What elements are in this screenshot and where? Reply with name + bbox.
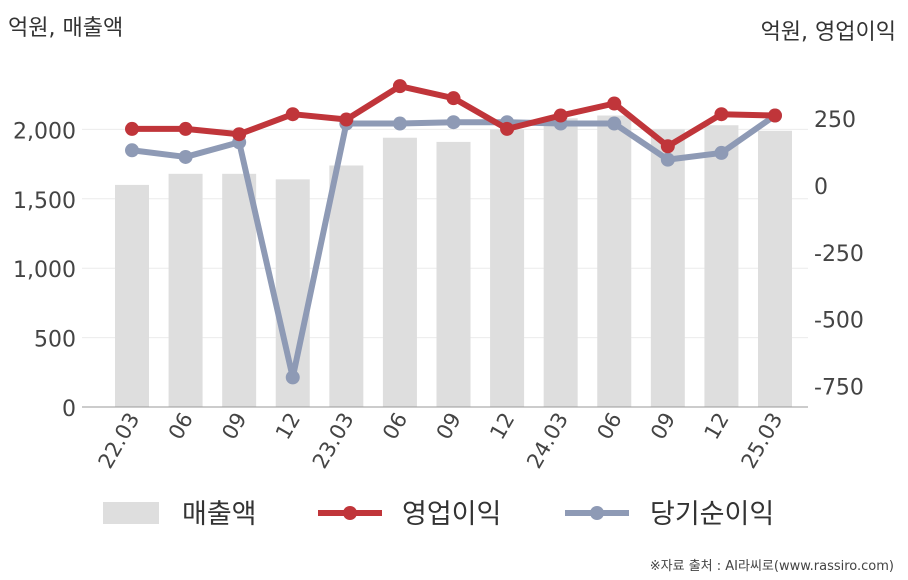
operating-profit-point-7 xyxy=(500,121,515,136)
x-tick-label-11: 12 xyxy=(700,409,734,444)
x-tick-label-3: 12 xyxy=(271,409,305,444)
bar-24.03-8 xyxy=(543,118,578,408)
x-tick-label-6: 09 xyxy=(432,409,466,444)
bar-06-9 xyxy=(597,115,632,408)
operating-profit-point-4 xyxy=(339,112,354,127)
right-tick-label-0: 250 xyxy=(814,108,856,133)
bar-22.03-0 xyxy=(115,184,149,407)
x-tick-label-2: 09 xyxy=(217,409,251,444)
x-tick-label-10: 09 xyxy=(646,409,680,444)
net-income-point-9 xyxy=(607,116,622,131)
legend-label-net-income: 당기순이익 xyxy=(650,499,774,530)
bar-06-1 xyxy=(168,173,203,407)
x-tick-label-1: 06 xyxy=(164,409,198,444)
left-tick-label-0: 0 xyxy=(62,397,76,422)
legend-label-operating-profit: 영업이익 xyxy=(402,499,501,530)
bar-12-11 xyxy=(704,125,739,408)
x-tick-label-12: 25.03 xyxy=(736,409,787,473)
x-tick-label-0: 22.03 xyxy=(93,409,144,473)
net-income-point-3 xyxy=(285,370,300,385)
net-income-point-10 xyxy=(660,152,675,167)
legend-swatch-net-income-dot xyxy=(590,506,604,520)
net-income-point-11 xyxy=(714,145,729,160)
bar-12-7 xyxy=(490,129,525,407)
operating-profit-point-10 xyxy=(660,139,675,154)
bar-09-6 xyxy=(436,141,471,407)
operating-profit-point-0 xyxy=(125,121,139,136)
operating-profit-point-5 xyxy=(392,79,407,94)
operating-profit-point-3 xyxy=(285,107,300,122)
bar-06-5 xyxy=(382,137,417,407)
net-income-point-1 xyxy=(178,149,193,164)
operating-profit-point-1 xyxy=(178,121,193,136)
left-axis-unit: 억원, 매출액 xyxy=(8,16,124,41)
right-tick-label-2: -250 xyxy=(814,242,864,267)
left-tick-label-3: 1,500 xyxy=(13,189,76,214)
operating-profit-point-2 xyxy=(232,127,247,142)
legend-label-revenue: 매출액 xyxy=(182,499,257,530)
net-income-point-6 xyxy=(446,115,461,130)
bar-09-2 xyxy=(222,173,257,407)
left-tick-label-1: 500 xyxy=(34,328,76,353)
x-tick-label-4: 23.03 xyxy=(308,409,359,473)
operating-profit-point-6 xyxy=(446,91,461,106)
bar-25.03-12 xyxy=(758,130,792,407)
x-tick-label-9: 06 xyxy=(592,409,626,444)
bar-09-10 xyxy=(650,129,685,407)
legend-swatch-operating-profit-dot xyxy=(343,506,357,520)
operating-profit-point-11 xyxy=(714,107,729,122)
net-income-point-0 xyxy=(125,143,139,158)
x-tick-label-8: 24.03 xyxy=(522,409,573,473)
operating-profit-point-12 xyxy=(768,108,782,123)
x-tick-label-7: 12 xyxy=(485,409,519,444)
operating-profit-point-9 xyxy=(607,96,622,111)
right-tick-label-4: -750 xyxy=(814,375,864,400)
bar-23.03-4 xyxy=(329,165,364,407)
right-tick-label-3: -500 xyxy=(814,309,864,334)
net-income-point-5 xyxy=(392,116,407,131)
source-note: ※자료 출처 : AI라씨로(www.rassiro.com) xyxy=(649,559,894,574)
left-tick-label-2: 1,000 xyxy=(13,258,76,283)
right-axis-unit: 억원, 영업이익 xyxy=(760,20,896,45)
x-tick-label-5: 06 xyxy=(378,409,412,444)
left-tick-label-4: 2,000 xyxy=(13,119,76,144)
legend-swatch-revenue xyxy=(103,502,159,524)
right-tick-label-1: 0 xyxy=(814,175,828,200)
operating-profit-point-8 xyxy=(553,108,568,123)
